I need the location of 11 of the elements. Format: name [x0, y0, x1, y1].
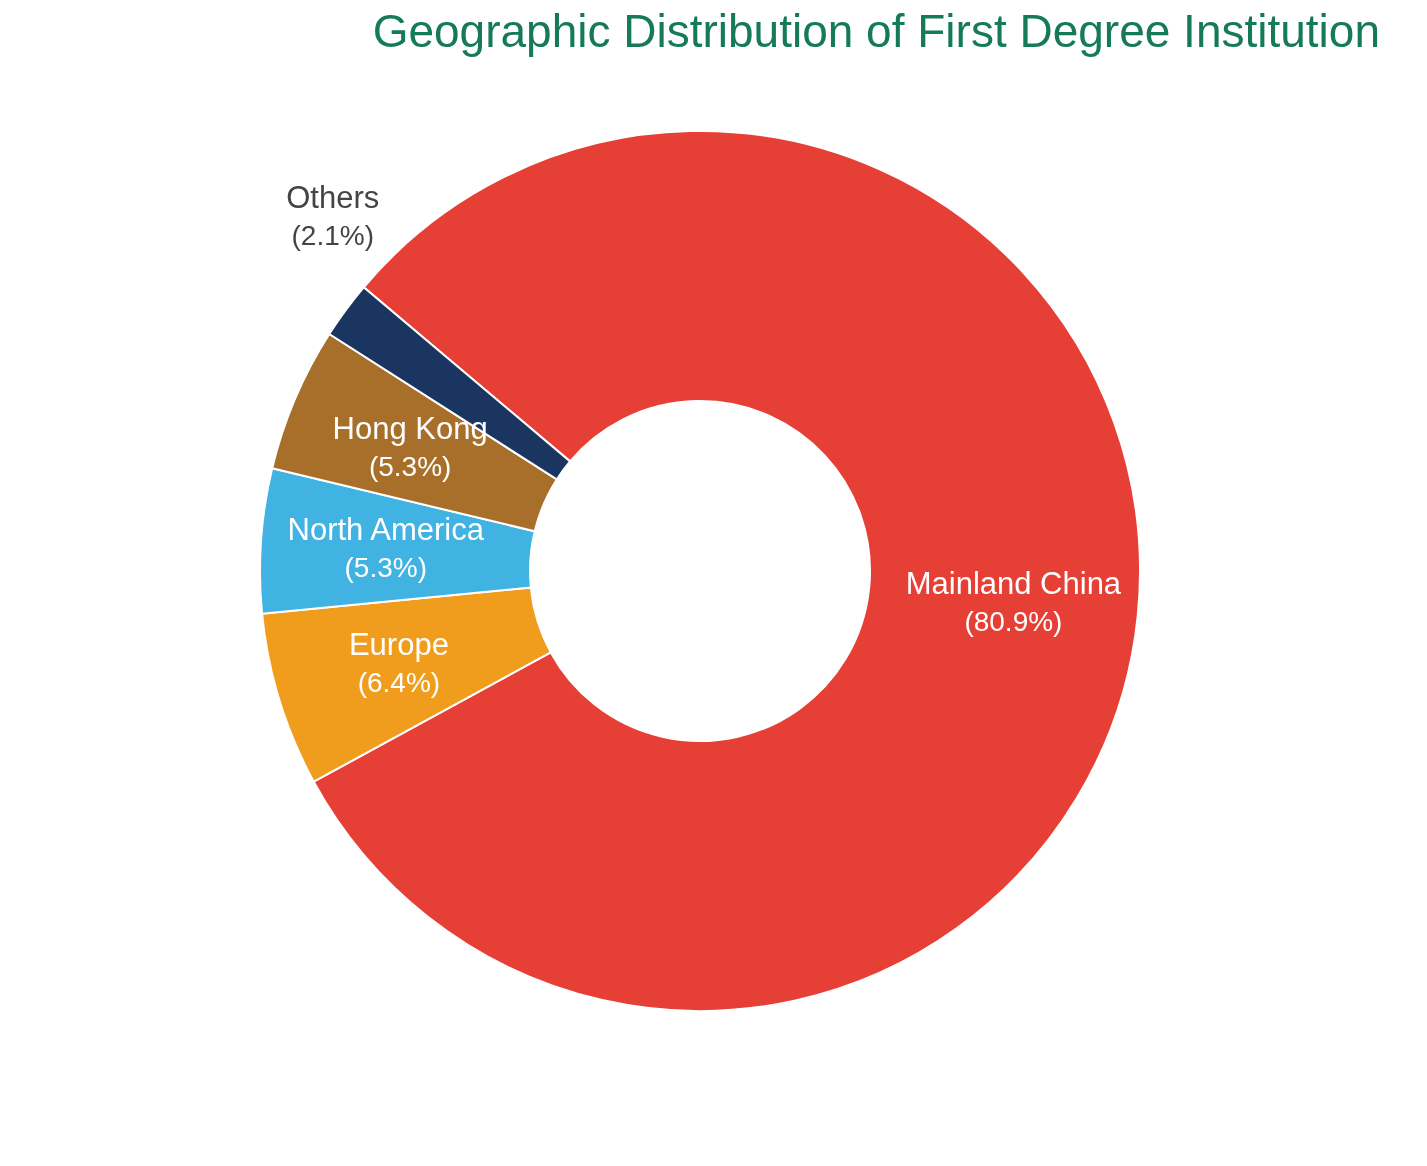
data-label: (6.4%): [357, 666, 441, 698]
data-label: (5.3%): [344, 552, 427, 584]
data-label: (5.3%): [368, 450, 452, 482]
data-label: (80.9%): [964, 605, 1063, 637]
slice-label: Mainland China: [905, 565, 1122, 601]
slice-label: Europe: [348, 626, 449, 662]
slice-label: North America: [287, 512, 485, 548]
slice-label: Others: [286, 180, 380, 216]
slice-label: Hong Kong: [332, 410, 488, 446]
chart-title: Geographic Distribution of First Degree Institution: [372, 5, 1380, 57]
data-label: (2.1%): [291, 220, 374, 252]
